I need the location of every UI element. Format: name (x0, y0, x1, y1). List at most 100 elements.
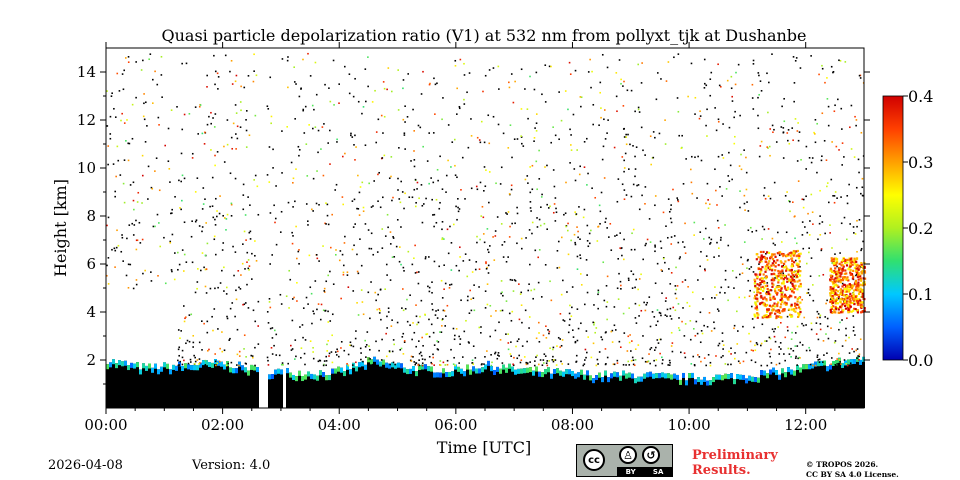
noise-point (862, 194, 865, 197)
noise-point (234, 315, 236, 318)
boundary-layer-top-band (697, 377, 700, 383)
dust-layer-point (765, 251, 769, 254)
noise-point (757, 72, 760, 74)
noise-point (811, 157, 814, 159)
noise-point (389, 363, 391, 366)
noise-point (799, 357, 801, 359)
noise-point (773, 181, 776, 184)
noise-point (408, 196, 411, 199)
noise-point (704, 227, 707, 230)
boundary-layer-top-band (559, 370, 562, 376)
noise-point (789, 281, 792, 284)
noise-point (479, 181, 482, 184)
noise-point (752, 63, 755, 65)
dust-layer-point (791, 277, 794, 280)
boundary-layer-column (637, 376, 640, 408)
noise-point (733, 357, 736, 360)
noise-point (578, 173, 581, 176)
noise-point (668, 210, 671, 213)
noise-point (502, 132, 505, 135)
noise-point (799, 67, 802, 69)
boundary-layer-top-band (664, 373, 667, 379)
boundary-layer-top-band (421, 364, 424, 370)
noise-point (451, 141, 454, 143)
dust-layer-point (790, 253, 793, 256)
noise-point (402, 266, 405, 269)
noise-point (708, 203, 711, 206)
noise-point (266, 356, 269, 359)
noise-point (764, 197, 767, 200)
noise-point (682, 241, 684, 243)
noise-point (611, 341, 614, 343)
noise-point (579, 257, 582, 260)
boundary-layer-column (352, 362, 355, 408)
noise-point (362, 313, 365, 316)
noise-point (841, 282, 844, 285)
boundary-layer-column (292, 374, 295, 408)
noise-point (677, 200, 680, 203)
dust-layer-point (777, 263, 780, 267)
noise-point (782, 264, 785, 267)
noise-point (463, 74, 466, 76)
noise-point (619, 247, 621, 249)
noise-point (360, 289, 363, 291)
dust-layer-point (863, 266, 866, 269)
noise-point (367, 357, 369, 360)
boundary-layer-top-band (541, 372, 544, 378)
noise-point (538, 332, 540, 334)
noise-point (633, 364, 636, 367)
boundary-layer-top-band (496, 366, 499, 372)
noise-point (271, 337, 274, 339)
noise-point (230, 59, 233, 62)
noise-point (634, 168, 637, 170)
noise-point (192, 334, 195, 337)
dust-layer-point (793, 302, 797, 305)
dust-layer-point (830, 306, 833, 309)
noise-point (813, 131, 815, 134)
noise-point (755, 342, 758, 344)
noise-point (392, 236, 394, 238)
noise-point (194, 191, 197, 193)
noise-point (741, 263, 744, 266)
boundary-layer-column (538, 371, 541, 408)
dust-layer-point (835, 293, 838, 296)
boundary-layer-top-band (106, 364, 109, 370)
noise-point (354, 159, 356, 161)
boundary-layer-column (577, 372, 580, 408)
noise-point (397, 177, 399, 180)
noise-point (206, 74, 208, 77)
noise-point (392, 339, 395, 341)
cc-license-badge[interactable]: cc ♙ ↺ BY SA (576, 444, 673, 477)
noise-point (389, 231, 392, 233)
dust-layer-point (777, 301, 780, 304)
noise-point (441, 188, 444, 190)
noise-point (488, 171, 491, 173)
noise-point (391, 350, 394, 353)
dust-layer-point (847, 288, 850, 291)
noise-point (857, 158, 860, 161)
boundary-layer-top-band (694, 379, 697, 385)
dust-layer-point (770, 264, 773, 267)
noise-point (838, 359, 841, 361)
noise-point (734, 83, 737, 86)
noise-point (143, 93, 145, 95)
dust-layer-point (830, 290, 833, 293)
noise-point (580, 105, 582, 108)
noise-point (729, 164, 732, 167)
dust-layer-point (843, 276, 846, 279)
noise-point (719, 239, 722, 241)
dust-layer-point (779, 275, 782, 278)
noise-point (778, 254, 781, 257)
noise-point (838, 328, 840, 331)
noise-point (716, 308, 719, 311)
noise-point (133, 208, 135, 211)
dust-layer-point (779, 273, 782, 276)
noise-point (466, 275, 469, 278)
boundary-layer-top-band (775, 370, 778, 376)
noise-point (150, 186, 153, 189)
noise-point (700, 250, 702, 253)
noise-point (185, 261, 188, 263)
dust-layer-point (787, 279, 791, 282)
boundary-layer-column (748, 375, 751, 408)
noise-point (555, 211, 558, 214)
